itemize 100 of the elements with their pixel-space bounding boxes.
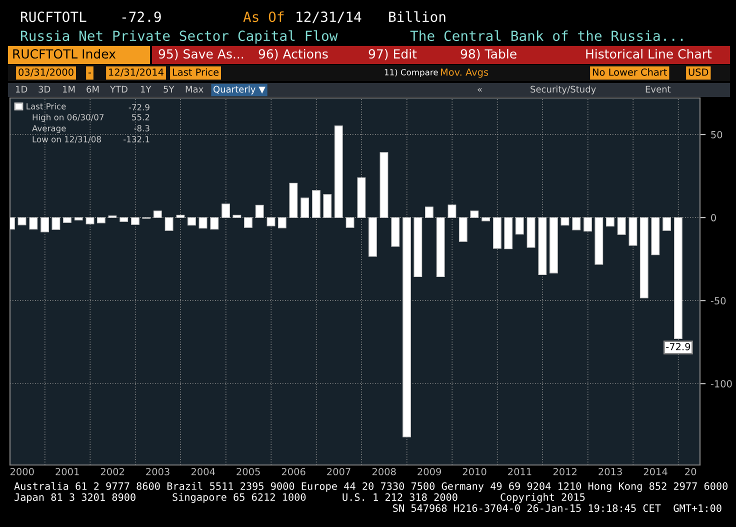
x-tick-label: 2008 <box>372 468 396 476</box>
bar <box>222 204 230 218</box>
text: Singapore 65 6212 1000 <box>172 493 306 503</box>
bar <box>289 182 298 218</box>
text: 11) Compare <box>384 68 438 78</box>
x-tick-label: 2006 <box>282 468 306 476</box>
annotation: Low on 12/31/08 <box>32 136 101 144</box>
text: YTD <box>110 86 128 92</box>
text: Max <box>186 86 204 93</box>
text: Security/Study <box>530 86 596 94</box>
x-tick-label: 2014 <box>644 468 668 476</box>
bar <box>504 217 513 250</box>
text: RUCFTOTL Index <box>13 48 116 59</box>
bar <box>606 217 614 227</box>
annotation: -72.9 <box>128 104 150 110</box>
bar <box>538 217 547 276</box>
text: 6M <box>86 86 99 93</box>
bar <box>266 217 276 226</box>
bar <box>40 217 49 232</box>
text: Historical Line Chart <box>586 48 712 59</box>
bar <box>594 217 604 265</box>
bar <box>96 217 106 224</box>
bar <box>458 217 468 242</box>
bar <box>346 217 354 228</box>
bar <box>334 126 343 218</box>
bar <box>550 217 558 274</box>
annotation: -132.1 <box>124 136 150 142</box>
annotation: Average <box>32 125 66 134</box>
x-tick-label: 2002 <box>100 468 124 476</box>
data-label: -72.9 <box>666 342 690 350</box>
text: No Lower Chart <box>592 68 668 76</box>
bar <box>526 217 536 248</box>
bar <box>278 217 286 228</box>
text: 1D <box>16 86 28 92</box>
bar <box>131 217 140 225</box>
bar <box>312 190 320 218</box>
bar <box>651 217 660 256</box>
bar <box>425 206 434 218</box>
bar <box>74 217 83 220</box>
y-tick-label: -50 <box>710 297 726 304</box>
bar <box>493 217 502 249</box>
bar <box>515 217 524 235</box>
bar <box>164 217 174 231</box>
text: Quarterly ▼ <box>214 86 266 94</box>
bar <box>86 217 94 224</box>
bar <box>470 210 479 218</box>
x-tick-label: 2013 <box>598 468 622 476</box>
x-tick-label: 2004 <box>191 468 215 476</box>
annotation: High on 06/30/07 <box>32 114 104 122</box>
text: 97) Edit <box>368 48 417 60</box>
bar <box>210 217 219 230</box>
annotation: -8.3 <box>134 125 150 132</box>
text: Event <box>646 86 671 93</box>
text: 5Y <box>164 86 174 93</box>
x-tick-label: 2011 <box>508 468 532 476</box>
x-tick-label: 2012 <box>553 468 576 476</box>
text: As Of <box>243 11 284 22</box>
bar <box>198 217 208 229</box>
text: 12/31/2014 <box>109 68 164 77</box>
text: 98) Table <box>460 48 516 60</box>
text: - <box>88 72 92 74</box>
text: 1Y <box>140 86 152 92</box>
text: 12/31/14 <box>296 12 362 24</box>
bar <box>368 217 377 257</box>
bar <box>584 217 592 232</box>
text: RUCFTOTL <box>20 12 86 22</box>
bar <box>255 204 264 218</box>
x-tick-label: 2000 <box>10 468 34 476</box>
bar <box>18 217 26 226</box>
y-tick-label: 0 <box>711 214 716 222</box>
text: SN 547968 H216-3704-0 26-Jan-15 19:18:45 CET GMT+1:00 <box>393 504 722 512</box>
bar <box>244 217 252 228</box>
bar <box>176 214 185 218</box>
text: 1M <box>62 86 75 92</box>
bar <box>153 210 162 218</box>
bar <box>232 214 242 218</box>
text: Mov. Avgs <box>440 68 488 78</box>
text: « <box>478 88 482 92</box>
bar <box>52 217 60 230</box>
bar <box>380 152 388 218</box>
bar <box>414 217 422 278</box>
bar <box>323 194 332 218</box>
bar <box>391 217 400 247</box>
text: 95) Save As... <box>158 48 244 60</box>
text: 3D <box>38 86 50 93</box>
x-tick-label: 20 <box>685 468 696 476</box>
text: 03/31/2000 <box>18 68 74 77</box>
legend-label: Last Price <box>26 103 66 110</box>
x-tick-label: 2003 <box>146 468 170 476</box>
bar <box>29 217 38 230</box>
chart-title: Russia Net Private Sector Capital Flow <box>20 30 338 44</box>
bar <box>572 217 581 230</box>
bar <box>482 217 490 222</box>
x-tick-label: 2007 <box>327 468 350 476</box>
bar <box>402 217 411 438</box>
bar <box>448 204 456 218</box>
y-tick-label: -100 <box>710 380 732 388</box>
x-tick-label: 2001 <box>56 468 79 476</box>
bar <box>617 217 626 235</box>
text: USD <box>688 68 708 76</box>
